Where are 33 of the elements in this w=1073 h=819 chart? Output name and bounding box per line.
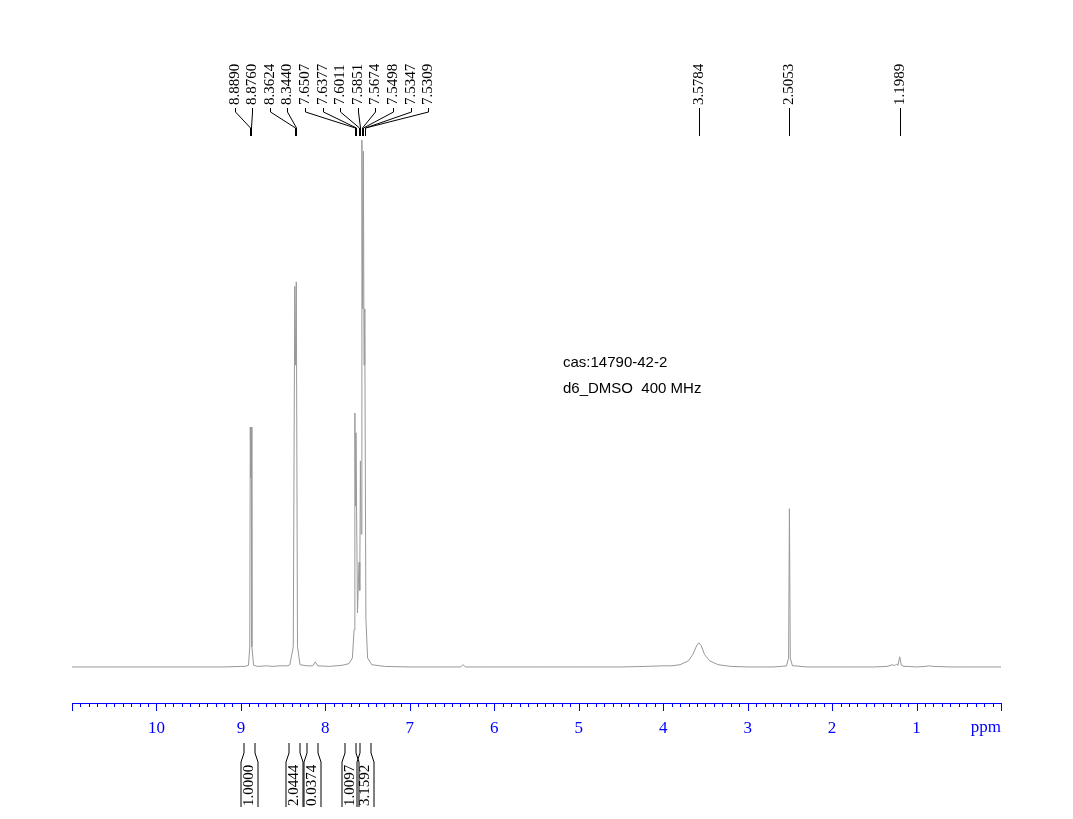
annotation: 7.5498 <box>384 63 401 105</box>
x-tick-label: 9 <box>236 717 246 737</box>
x-tick-label: 1 <box>912 717 921 737</box>
text: 3.1592 <box>356 764 373 806</box>
annotation: 8.8760 <box>243 63 260 105</box>
annotation: 7.5309 <box>419 63 436 105</box>
text: 2.0444 <box>285 764 302 806</box>
annotation: 8.3440 <box>278 63 295 105</box>
x-tick-label: 8 <box>321 717 330 737</box>
x-tick-label: 3 <box>743 717 752 737</box>
annotation: d6_DMSO 400 MHz <box>563 379 702 397</box>
x-tick-label: 2 <box>827 717 837 737</box>
x-tick-label: 6 <box>490 717 499 737</box>
annotation: cas:14790-42-2 <box>563 353 668 371</box>
text: 1.0097 <box>341 764 358 806</box>
annotation: 7.5347 <box>402 63 419 105</box>
annotation: 1.1989 <box>891 63 908 105</box>
annotation: 7.6507 <box>296 63 313 105</box>
x-tick-label: 5 <box>574 717 583 737</box>
annotation: 2.5053 <box>780 63 797 105</box>
annotation: 3.5784 <box>690 63 707 105</box>
annotation: 8.3624 <box>261 63 278 105</box>
annotation: 7.6377 <box>314 63 331 105</box>
annotation: 7.6011 <box>331 64 348 105</box>
x-tick-label: 7 <box>405 717 415 737</box>
text: 0.0374 <box>303 764 320 806</box>
annotation: 7.5851 <box>349 63 366 105</box>
x-tick-label: 10 <box>147 717 165 737</box>
annotation: 7.5674 <box>366 63 383 105</box>
x-axis-title: ppm <box>970 717 1001 737</box>
text: 1.0000 <box>240 764 257 806</box>
x-tick-label: 4 <box>658 717 668 737</box>
annotation: 8.8890 <box>226 63 243 105</box>
